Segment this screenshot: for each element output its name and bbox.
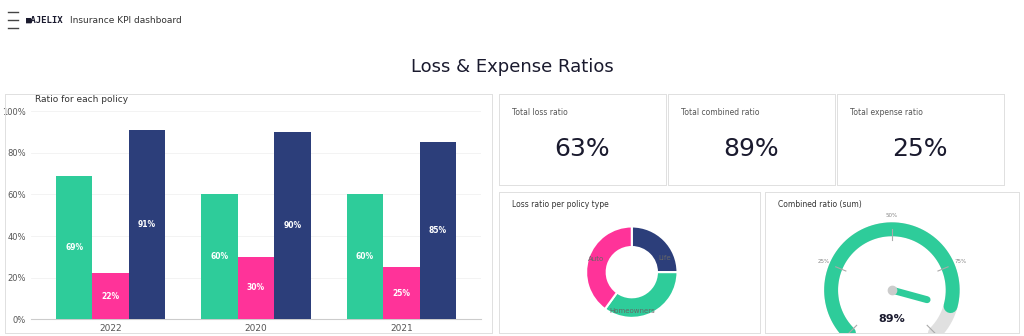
Wedge shape xyxy=(586,226,632,309)
Text: 85%: 85% xyxy=(429,226,446,235)
Text: Total loss ratio: Total loss ratio xyxy=(512,108,567,117)
Text: 50%: 50% xyxy=(886,213,898,218)
Text: Ratio for each policy: Ratio for each policy xyxy=(35,94,128,103)
Text: Insurance KPI dashboard: Insurance KPI dashboard xyxy=(70,16,181,25)
Text: 89%: 89% xyxy=(879,314,905,324)
Text: 25%: 25% xyxy=(817,259,829,264)
Bar xyxy=(420,142,456,319)
Wedge shape xyxy=(632,226,678,272)
Text: Total expense ratio: Total expense ratio xyxy=(850,108,923,117)
Wedge shape xyxy=(605,272,678,318)
Bar xyxy=(347,195,383,319)
Text: Loss ratio per policy type: Loss ratio per policy type xyxy=(512,200,608,209)
Text: 22%: 22% xyxy=(101,292,120,301)
Text: Auto: Auto xyxy=(588,256,604,262)
Text: 63%: 63% xyxy=(554,136,610,161)
Bar xyxy=(274,132,310,319)
Bar xyxy=(202,195,238,319)
Text: 89%: 89% xyxy=(723,136,779,161)
Text: 91%: 91% xyxy=(138,220,156,229)
Bar xyxy=(129,130,165,319)
Text: ■AJELIX: ■AJELIX xyxy=(26,16,63,25)
Text: Life: Life xyxy=(658,255,671,261)
Text: Homeowners: Homeowners xyxy=(609,308,654,314)
Text: Loss & Expense Ratios: Loss & Expense Ratios xyxy=(411,58,613,76)
Bar xyxy=(383,267,420,319)
Text: Combined ratio (sum): Combined ratio (sum) xyxy=(777,200,861,209)
Bar xyxy=(238,257,274,319)
Text: 30%: 30% xyxy=(247,284,265,293)
Text: 90%: 90% xyxy=(284,221,301,230)
Bar xyxy=(56,176,92,319)
Text: 25%: 25% xyxy=(892,136,948,161)
Bar xyxy=(92,274,129,319)
Text: Total combined ratio: Total combined ratio xyxy=(681,108,760,117)
Text: 69%: 69% xyxy=(66,243,83,252)
Text: 75%: 75% xyxy=(954,259,967,264)
Text: 60%: 60% xyxy=(356,252,374,261)
Text: 60%: 60% xyxy=(211,252,228,261)
Text: 25%: 25% xyxy=(392,289,411,298)
